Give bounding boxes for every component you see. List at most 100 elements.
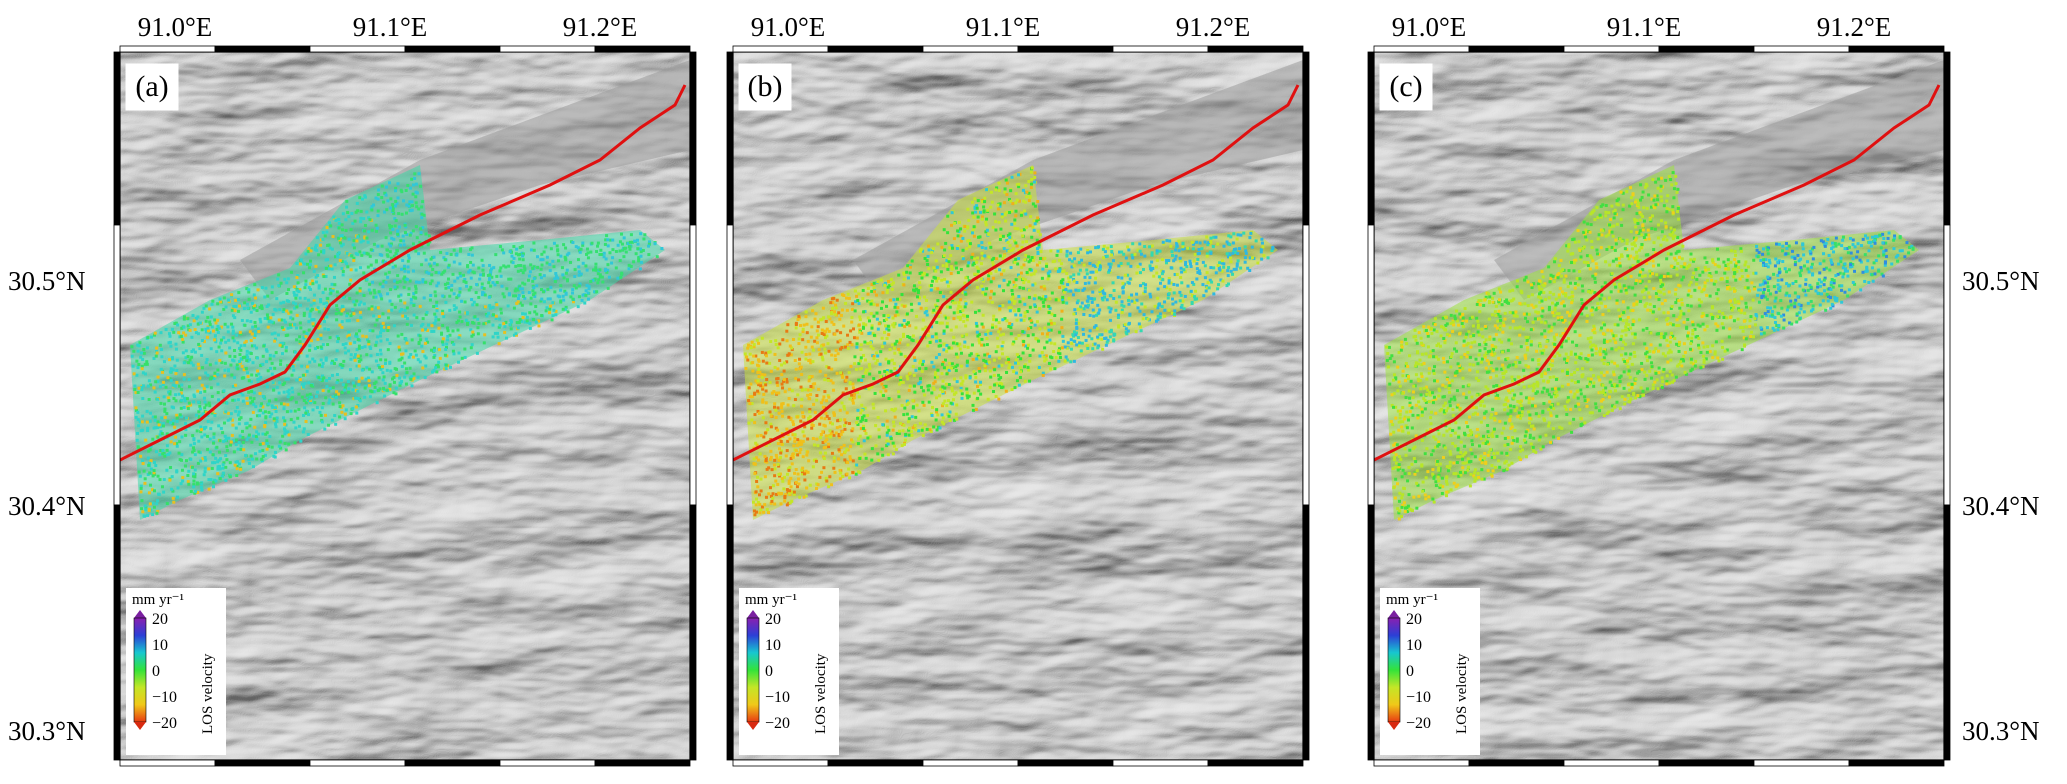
colorbar: mm yr⁻¹ 20 10 0 −10 −20 LOS velocity [739, 588, 839, 755]
frame-bar-top [309, 45, 406, 53]
lon-tick-label: 91.0°E [1392, 12, 1467, 42]
frame-bar-bottom [1848, 759, 1945, 767]
velocity-swath [743, 165, 1278, 520]
colorbar: mm yr⁻¹ 20 10 0 −10 −20 LOS velocity [126, 588, 226, 755]
lat-tick-label-left: 30.4°N [8, 491, 86, 521]
colorbar-arrow-bottom [747, 722, 759, 730]
colorbar-title: LOS velocity [1454, 653, 1470, 734]
frame-bar-bottom [309, 759, 406, 767]
frame-bar-top [1017, 45, 1114, 53]
velocity-pixels [743, 166, 1275, 517]
colorbar-tick-label: 10 [765, 637, 781, 654]
lon-tick-label: 91.2°E [1817, 12, 1892, 42]
frame-bar-top [1563, 45, 1660, 53]
frame-bar-left [113, 51, 121, 226]
lon-tick-label: 91.1°E [966, 12, 1041, 42]
frame-bar-bottom [214, 759, 311, 767]
frame-bar-top [1373, 45, 1470, 53]
colorbar-tick-label: −10 [152, 689, 177, 706]
lon-tick-label: 91.0°E [138, 12, 213, 42]
colorbar-tick-label: 20 [765, 611, 781, 628]
frame-bar-left [113, 504, 121, 761]
frame-bar-bottom [594, 759, 691, 767]
colorbar-tick-label: 20 [152, 611, 168, 628]
frame-bar-bottom [1207, 759, 1304, 767]
frame-bar-bottom [1112, 759, 1209, 767]
panels-layer: 91.0°E 91.1°E 91.2°E (a) mm yr⁻¹ 20 10 0 −10 −20 L… [8, 12, 2040, 767]
colorbar-tick-label: −20 [152, 715, 177, 732]
frame-bar-right [1302, 51, 1310, 226]
frame-bar-bottom [827, 759, 924, 767]
lat-tick-label-right: 30.5°N [1962, 266, 2040, 296]
lon-tick-label: 91.2°E [563, 12, 638, 42]
map-content [733, 52, 1303, 760]
colorbar-tick-label: −10 [765, 689, 790, 706]
colorbar-tick-label: 0 [1406, 663, 1414, 680]
frame-bar-top [1468, 45, 1565, 53]
frame-bar-top [1207, 45, 1304, 53]
frame-bar-bottom [404, 759, 501, 767]
frame-bar-right [1943, 504, 1951, 761]
frame-bar-right [1302, 504, 1310, 761]
velocity-pixels [130, 172, 664, 518]
lon-tick-label: 91.1°E [1607, 12, 1682, 42]
colorbar-tick-label: 20 [1406, 611, 1422, 628]
frame-bar-top [1848, 45, 1945, 53]
fault-trace [120, 84, 687, 462]
colorbar-ramp [133, 617, 147, 723]
colorbar-ramp [1387, 617, 1401, 723]
frame-bar-left [1367, 224, 1375, 506]
frame-bar-left [726, 51, 734, 226]
frame-bar-left [726, 504, 734, 761]
frame-bar-right [689, 51, 697, 226]
colorbar-arrow-top [747, 610, 759, 618]
colorbar: mm yr⁻¹ 20 10 0 −10 −20 LOS velocity [1380, 588, 1480, 755]
lat-tick-label-left: 30.5°N [8, 266, 86, 296]
frame-bar-left [113, 224, 121, 506]
frame-bar-bottom [119, 759, 216, 767]
lon-tick-label: 91.0°E [751, 12, 826, 42]
lat-tick-label-left: 30.3°N [8, 716, 86, 746]
panel-label-box [125, 63, 179, 111]
frame-bar-left [1367, 51, 1375, 226]
panel-label-box [1379, 63, 1433, 111]
colorbar-tick-label: −20 [1406, 715, 1431, 732]
colorbar-unit: mm yr⁻¹ [1386, 592, 1438, 608]
frame-bar-top [922, 45, 1019, 53]
colorbar-unit: mm yr⁻¹ [132, 592, 184, 608]
frame-bar-bottom [1373, 759, 1470, 767]
frame-bar-bottom [499, 759, 596, 767]
panel-label-box [738, 63, 792, 111]
lat-tick-label-right: 30.4°N [1962, 491, 2040, 521]
fault-trace [733, 84, 1300, 462]
colorbar-title: LOS velocity [813, 653, 829, 734]
frame-bar-top [1112, 45, 1209, 53]
frame-bar-right [1943, 224, 1951, 506]
frame-bar-top [214, 45, 311, 53]
map-panel-b: 91.0°E 91.1°E 91.2°E (b) mm yr⁻¹ 20 10 0 −10 −20 L… [726, 12, 1310, 767]
panel-label: (b) [748, 70, 783, 103]
frame-bar-top [119, 45, 216, 53]
panel-label: (c) [1389, 70, 1422, 103]
colorbar-tick-label: 10 [1406, 637, 1422, 654]
frame-bar-top [594, 45, 691, 53]
frame-bar-bottom [922, 759, 1019, 767]
frame-bar-top [1753, 45, 1850, 53]
frame-bar-left [1367, 504, 1375, 761]
lat-tick-label-right: 30.3°N [1962, 716, 2040, 746]
velocity-pixels [1385, 171, 1915, 521]
frame-bar-bottom [732, 759, 829, 767]
frame-bar-top [499, 45, 596, 53]
frame-bar-bottom [1563, 759, 1660, 767]
panel-label: (a) [135, 70, 168, 103]
frame-bar-right [689, 224, 697, 506]
colorbar-ramp [746, 617, 760, 723]
frame-bar-right [689, 504, 697, 761]
colorbar-tick-label: 0 [765, 663, 773, 680]
frame-bar-top [404, 45, 501, 53]
frame-bar-right [1943, 51, 1951, 226]
frame-bar-top [732, 45, 829, 53]
frame-bar-top [827, 45, 924, 53]
frame-bar-bottom [1017, 759, 1114, 767]
